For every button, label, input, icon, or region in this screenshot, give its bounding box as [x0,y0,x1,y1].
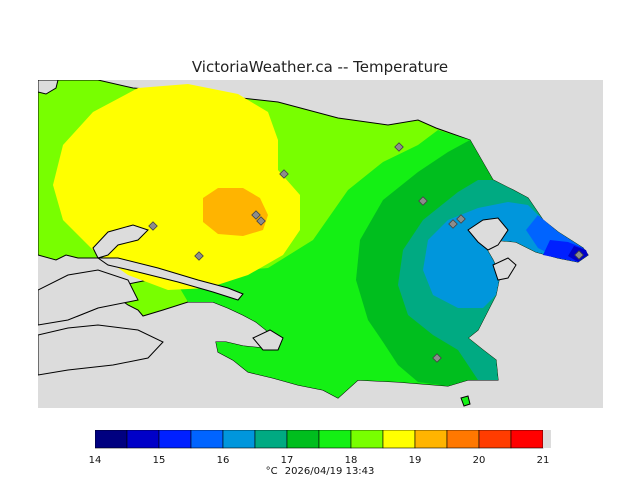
southern-bay [38,269,139,326]
station-marker [194,251,204,261]
station-marker [256,216,266,226]
temperature-map [38,80,603,408]
colorbar-band [414,430,448,449]
station-marker [148,221,158,231]
colorbar-tick-label: 19 [408,455,422,466]
colorbar-tick-label: 21 [536,455,550,466]
colorbar-band [510,430,544,449]
timestamp: 2026/04/19 13:43 [284,466,375,477]
nw-corner-water [38,80,59,95]
station-marker [279,169,289,179]
colorbar-band [158,430,192,449]
south-water [38,324,164,376]
colorbar-tick-label: 18 [344,455,358,466]
small-island [460,395,471,407]
colorbar-band [382,430,416,449]
colorbar-band [190,430,224,449]
east-bay [492,257,517,281]
colorbar-band [254,430,288,449]
colorbar-tick-label: 14 [88,455,102,466]
inlet-channel [96,257,244,301]
station-marker [448,219,458,229]
colorbar-tick-label: 15 [152,455,166,466]
colorbar-band [446,430,480,449]
lower-inlet [252,329,284,351]
zone-19 [203,188,268,236]
colorbar-band [478,430,512,449]
bottom-water [38,380,338,408]
colorbar-band [286,430,320,449]
colorbar-band [350,430,384,449]
colorbar-band [126,430,160,449]
weather-stations [148,142,584,363]
harbour-inlet [467,217,509,251]
colorbar-tick-label: 17 [280,455,294,466]
temperature-colorbar [95,430,551,449]
units-label: °C [265,466,278,477]
station-marker [418,196,428,206]
map-footer: °C 2026/04/19 13:43 [0,466,640,477]
colorbar-band [222,430,256,449]
station-marker [574,250,584,260]
colorbar-tick-label: 20 [472,455,486,466]
station-marker [432,353,442,363]
colorbar-shadow [543,430,551,448]
station-marker [394,142,404,152]
station-marker [456,214,466,224]
colorbar-band [318,430,352,449]
station-marker [251,210,261,220]
inlet-west [92,224,149,259]
colorbar-band [95,430,128,449]
colorbar-tick-label: 16 [216,455,230,466]
map-title: VictoriaWeather.ca -- Temperature [191,58,449,76]
